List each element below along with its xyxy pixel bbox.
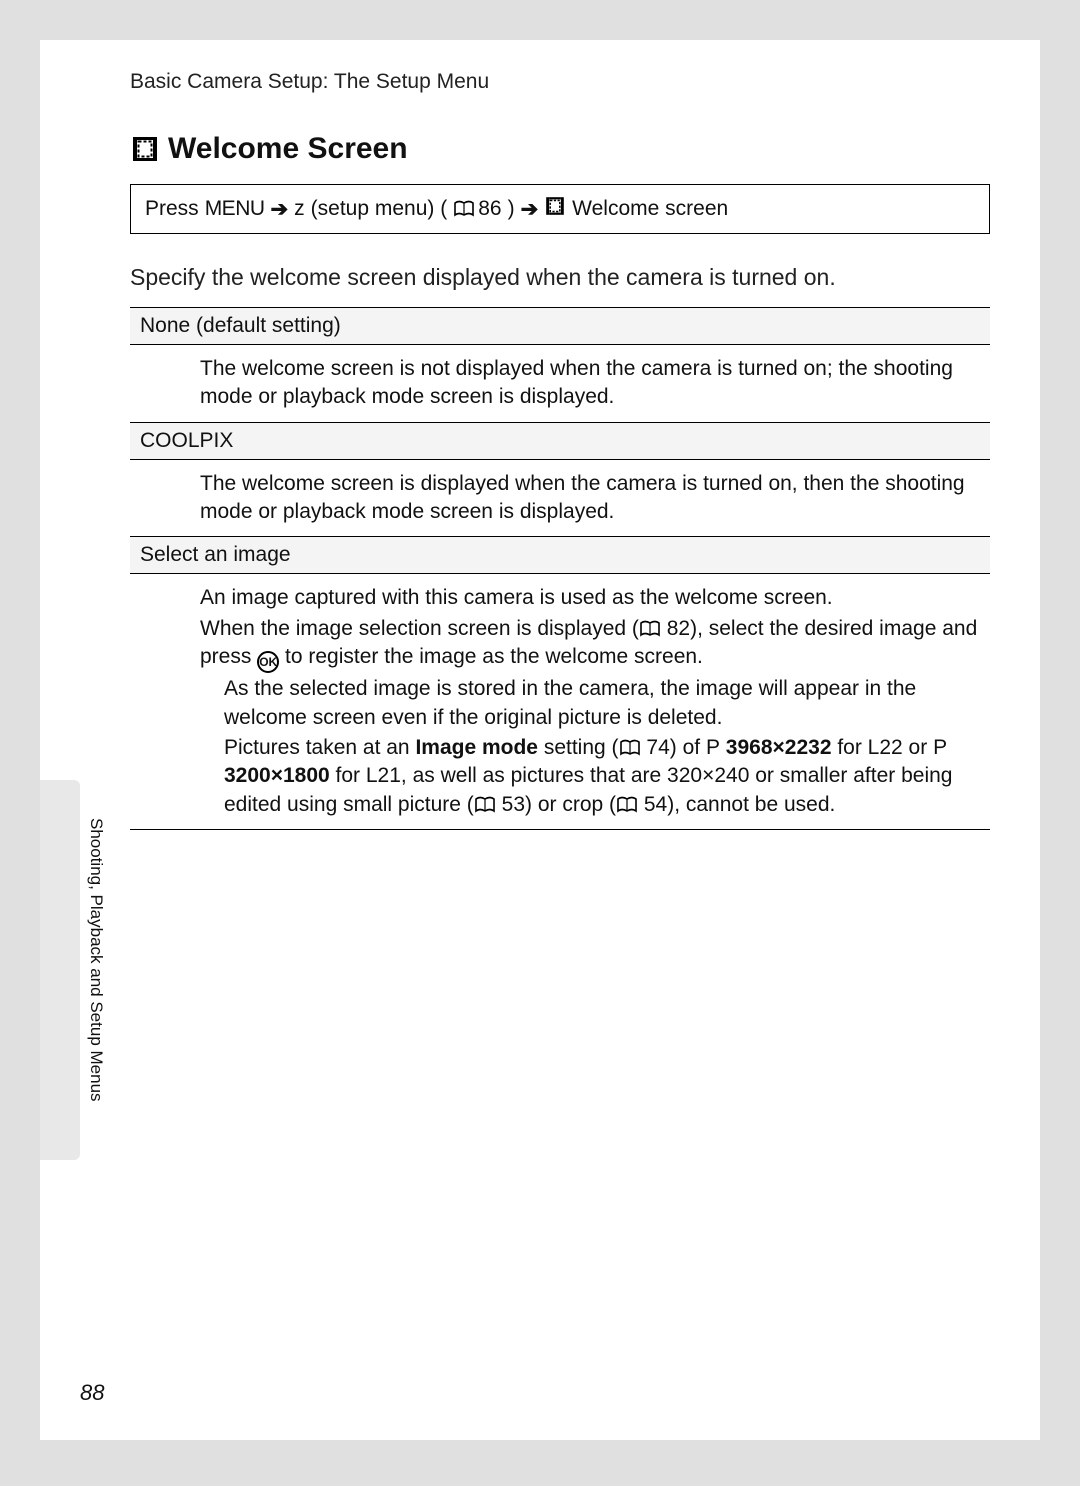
running-head: Basic Camera Setup: The Setup Menu — [130, 70, 990, 94]
bc-close-paren: ) — [508, 197, 515, 221]
section-title-text: Welcome Screen — [168, 132, 408, 166]
l2-pre: When the image selection screen is displ… — [200, 617, 639, 640]
bc-welcome-label: Welcome screen — [572, 197, 728, 221]
select-image-line2: When the image selection screen is displ… — [200, 615, 980, 673]
option-body-select-image: An image captured with this camera is us… — [130, 574, 990, 830]
page-ref-74: 74 — [646, 736, 669, 759]
manual-page: Shooting, Playback and Setup Menus 88 Ba… — [40, 40, 1040, 1440]
page-ref-icon: 82 — [639, 617, 690, 640]
option-none-text: The welcome screen is not displayed when… — [200, 355, 980, 412]
s2-b: ) of — [670, 736, 706, 759]
bc-setup-label-open: (setup menu) ( — [311, 197, 448, 221]
s2-bold-image-mode: Image mode — [415, 736, 538, 759]
option-coolpix-text: The welcome screen is displayed when the… — [200, 470, 980, 527]
select-image-sub1: As the selected image is stored in the c… — [200, 675, 980, 732]
l2-after: to register the image as the welcome scr… — [279, 645, 703, 668]
page-ref-82: 82 — [667, 617, 690, 640]
bc-z-glyph: z — [294, 197, 305, 221]
breadcrumb: Press MENU ➔ z (setup menu) ( 86 ) ➔ Wel — [130, 184, 990, 234]
page-ref-icon: 53 — [474, 793, 525, 816]
option-head-none: None (default setting) — [130, 308, 990, 345]
s2-f: ), cannot be used. — [667, 793, 835, 816]
arrow-icon: ➔ — [271, 197, 289, 222]
ok-button-icon: OK — [257, 651, 279, 673]
welcome-screen-icon — [544, 195, 566, 223]
content-area: Basic Camera Setup: The Setup Menu Welco… — [40, 40, 1040, 830]
page-ref-icon: 86 — [453, 197, 501, 221]
options-table: None (default setting) The welcome scree… — [130, 307, 990, 830]
bc-press: Press — [145, 197, 199, 221]
page-number: 88 — [80, 1380, 104, 1406]
welcome-screen-icon — [130, 134, 160, 164]
s2-bold-3200: 3200×1800 — [224, 764, 330, 787]
s2-a: setting ( — [538, 736, 619, 759]
page-ref-icon: 74 — [619, 736, 670, 759]
lead-text: Specify the welcome screen displayed whe… — [130, 262, 990, 293]
s2-e: ) or crop ( — [525, 793, 616, 816]
option-body-none: The welcome screen is not displayed when… — [130, 345, 990, 423]
aspect-glyph-p: P — [706, 736, 720, 759]
page-ref-86: 86 — [478, 197, 501, 221]
select-image-sub2: Pictures taken at an Image mode setting … — [200, 734, 980, 819]
option-body-coolpix: The welcome screen is displayed when the… — [130, 460, 990, 538]
page-ref-54: 54 — [644, 793, 667, 816]
page-ref-icon: 54 — [616, 793, 667, 816]
option-head-select-image: Select an image — [130, 537, 990, 574]
side-tab — [40, 780, 80, 1160]
s2-pre: Pictures taken at an — [224, 736, 415, 759]
menu-button-glyph: MENU — [205, 197, 265, 221]
section-title: Welcome Screen — [130, 132, 990, 166]
side-label-text: Shooting, Playback and Setup Menus — [86, 818, 106, 1102]
s2-c: for L22 or — [832, 736, 934, 759]
option-head-coolpix: COOLPIX — [130, 423, 990, 460]
s2-bold-3968: 3968×2232 — [726, 736, 832, 759]
page-ref-53: 53 — [502, 793, 525, 816]
side-label: Shooting, Playback and Setup Menus — [84, 780, 108, 1140]
aspect-glyph-p: P — [933, 736, 947, 759]
arrow-icon: ➔ — [521, 197, 539, 222]
select-image-line1: An image captured with this camera is us… — [200, 584, 980, 612]
